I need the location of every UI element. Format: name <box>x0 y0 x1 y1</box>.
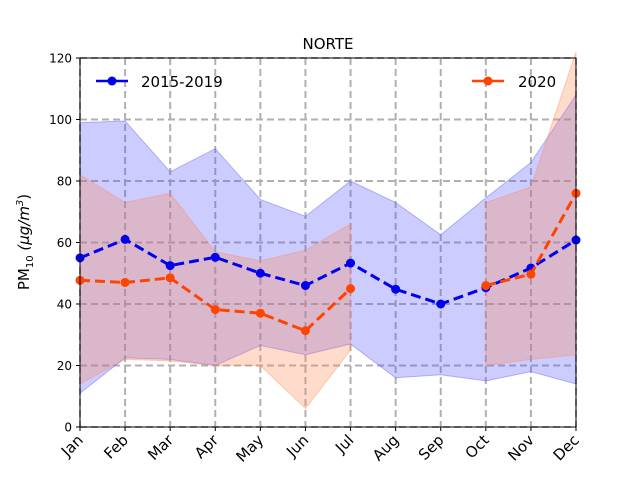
point-2015-2019-jul <box>346 258 356 268</box>
band-layer <box>79 51 577 410</box>
legend-2020: 2020 <box>472 73 556 91</box>
point-2020-feb <box>120 277 130 287</box>
point-2020-nov <box>526 269 536 279</box>
line-2015-2019-0 <box>79 237 577 306</box>
legend-2015-2019: 2015-2019 <box>96 73 223 91</box>
grid-layer <box>79 57 577 428</box>
x-tick-label-oct: Oct <box>462 431 493 462</box>
chart-title: NORTE <box>303 35 354 53</box>
band-2020-1 <box>485 51 577 367</box>
point-2015-2019-aug <box>391 284 401 294</box>
x-tick-label-jan: Jan <box>57 431 87 461</box>
legend-2020-label: 2020 <box>518 73 556 91</box>
legend-2015-2019-marker <box>107 76 117 86</box>
point-2020-mar <box>165 273 175 283</box>
y-tick-label-1: 20 <box>57 359 72 373</box>
x-tick-label-dec: Dec <box>550 431 583 464</box>
point-2020-jul <box>346 284 356 294</box>
point-2020-apr <box>210 305 220 315</box>
y-tick-label-3: 60 <box>57 236 72 250</box>
y-tick-label-5: 100 <box>49 113 72 127</box>
legend-2015-2019-label: 2015-2019 <box>141 73 223 91</box>
y-tick-label-0: 0 <box>64 421 72 435</box>
x-tick-label-feb: Feb <box>100 431 132 463</box>
x-tick-label-mar: Mar <box>144 431 177 464</box>
legend-2020-marker <box>483 76 493 86</box>
point-2020-oct <box>481 281 491 291</box>
point-2015-2019-jun <box>300 281 310 291</box>
point-2015-2019-feb <box>120 234 130 244</box>
x-tick-label-apr: Apr <box>191 431 223 463</box>
y-tick-label-2: 40 <box>57 298 72 312</box>
band-2020-0 <box>79 173 352 410</box>
point-2015-2019-mar <box>165 261 175 271</box>
y-tick-label-4: 80 <box>57 175 72 189</box>
line-layer <box>75 188 581 336</box>
x-tick-label-jul: Jul <box>331 431 357 457</box>
point-2015-2019-sep <box>436 299 446 309</box>
x-tick-label-may: May <box>233 431 268 466</box>
y-tick-label-6: 120 <box>49 52 72 66</box>
point-2020-jun <box>300 326 310 336</box>
point-2015-2019-may <box>255 268 265 278</box>
x-tick-label-nov: Nov <box>504 431 538 465</box>
point-2020-may <box>255 308 265 318</box>
x-tick-label-aug: Aug <box>369 431 402 464</box>
x-tick-label-jun: Jun <box>282 431 312 461</box>
x-tick-label-sep: Sep <box>415 431 448 464</box>
y-axis-label: PM10 (μg/m3) <box>15 194 36 290</box>
point-2015-2019-apr <box>210 252 220 262</box>
